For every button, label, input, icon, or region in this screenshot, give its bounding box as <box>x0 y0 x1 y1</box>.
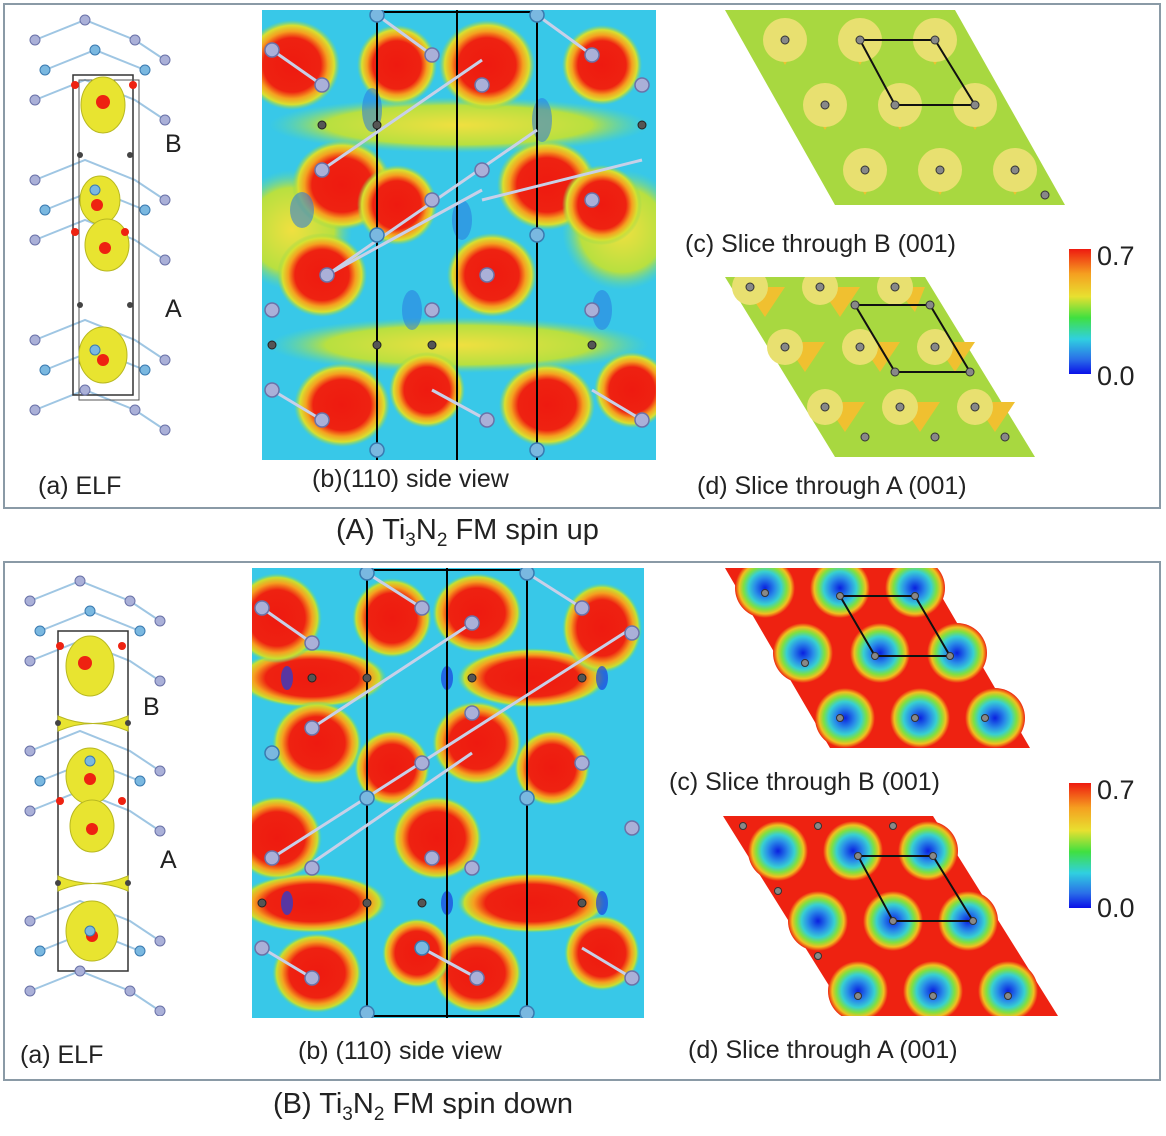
caption-spin-up: (A) Ti3N2 FM spin up <box>336 514 599 551</box>
slice-b-map-spin-up <box>725 10 1065 205</box>
elf-structure-spin-up <box>29 14 171 436</box>
slice-b-map-spin-down <box>725 568 1030 748</box>
label-c-slice-b: (c) Slice through B (001) <box>685 230 956 258</box>
colorbar-spin-up <box>1069 249 1091 374</box>
layer-b-label: B <box>143 693 160 721</box>
panel-spin-down: B A (a) ELF <box>3 561 1161 1081</box>
label-d-slice-a: (d) Slice through A (001) <box>688 1036 958 1064</box>
colorbar-min-label: 0.0 <box>1097 361 1135 391</box>
colorbar-max-label: 0.7 <box>1097 241 1135 271</box>
colorbar-max-label: 0.7 <box>1097 775 1135 805</box>
label-b-side-view: (b)(110) side view <box>312 465 509 493</box>
colorbar-min-label: 0.0 <box>1097 893 1135 923</box>
side-view-map-spin-up <box>262 10 656 460</box>
layer-a-label: A <box>165 295 182 323</box>
label-a-elf: (a) ELF <box>38 472 122 500</box>
label-d-slice-a: (d) Slice through A (001) <box>697 472 967 500</box>
slice-a-map-spin-down <box>723 816 1058 1016</box>
side-view-map-spin-down <box>252 568 644 1018</box>
layer-a-label: A <box>160 846 177 874</box>
slice-a-map-spin-up <box>725 277 1035 457</box>
label-c-slice-b: (c) Slice through B (001) <box>669 768 940 796</box>
label-a-elf: (a) ELF <box>20 1041 104 1069</box>
layer-b-label: B <box>165 130 182 158</box>
label-b-side-view: (b) (110) side view <box>298 1037 502 1065</box>
elf-structure-spin-down <box>24 575 166 1016</box>
colorbar-spin-down <box>1069 783 1091 908</box>
caption-spin-down: (B) Ti3N2 FM spin down <box>273 1088 573 1125</box>
panel-spin-up: B A (a) ELF <box>3 3 1161 509</box>
